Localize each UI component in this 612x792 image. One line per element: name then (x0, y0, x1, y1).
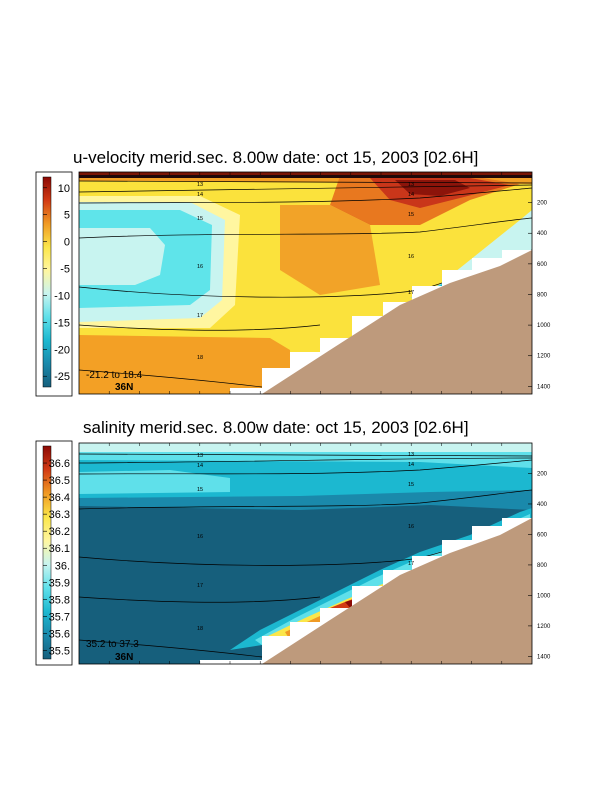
colorbar-tick-label: 36. (55, 560, 70, 572)
range-note: 35.2 to 37.3 (86, 639, 139, 650)
colorbar-ticks: 10 5 0 -5 -10 -15 -20 -25 (43, 183, 70, 383)
iso-label: 15 (408, 212, 414, 218)
surface-dark (79, 175, 532, 178)
surface-top (79, 172, 532, 175)
seafloor-notch-s (200, 660, 262, 664)
depth-tick-label: 600 (537, 262, 548, 268)
depth-tick-label: 1000 (537, 593, 551, 599)
latitude-label: 36N (115, 652, 133, 663)
x-ticks (108, 172, 503, 394)
colorbar-tick-label: -15 (54, 317, 70, 329)
depth-tick-label: 600 (537, 532, 548, 538)
x-ticks (108, 443, 503, 664)
iso-label: 15 (197, 487, 203, 493)
isopycnal-labels-u: 13 14 15 16 17 18 13 14 15 16 17 (197, 182, 414, 361)
colorbar-frame (35, 171, 73, 397)
iso-label: 14 (408, 192, 414, 198)
depth-tick-label: 800 (537, 292, 548, 298)
colorbar-tick-label: 36.3 (49, 509, 70, 521)
upper-cyan-left (79, 470, 230, 494)
colorbar-tick-label: 35.5 (49, 645, 70, 657)
colorbar-tick-label: 36.4 (49, 492, 70, 504)
iso-label: 18 (197, 626, 203, 632)
iso-label: 14 (197, 192, 203, 198)
depth-ticks: 200 400 600 800 1000 1200 1400 (528, 201, 551, 390)
iso-label: 13 (408, 452, 414, 458)
colorbar-tick-label: 36.1 (49, 543, 70, 555)
depth-tick-label: 400 (537, 502, 548, 508)
mid-orange (280, 205, 380, 295)
panel-u-velocity: u-velocity merid.sec. 8.00w date: oct 15… (35, 148, 551, 397)
colorbar-tick-label: -5 (60, 264, 70, 276)
iso-label: 16 (408, 254, 414, 260)
iso-label: 16 (408, 524, 414, 530)
plot-salinity: 200 400 600 800 1000 1200 1400 13 14 15 16 17 … (78, 442, 551, 665)
colorbar-tick-label: -10 (54, 290, 70, 302)
colorbar-tick-label: 35.8 (49, 594, 70, 606)
cyan-inner (79, 228, 165, 285)
colorbar-ticks: 36.6 36.5 36.4 36.3 36.2 36.1 36. 35.9 35.8 35.7 3… (43, 458, 70, 657)
colorbar-tick-label: 35.6 (49, 628, 70, 640)
isopycnal-lines-s (78, 453, 533, 658)
iso-label: 13 (408, 182, 414, 188)
colorbar-tick-label: 35.9 (49, 577, 70, 589)
seafloor-s (262, 518, 532, 664)
depth-tick-label: 400 (537, 231, 548, 237)
iso-label: 15 (197, 216, 203, 222)
colorbar-tick-label: -20 (54, 344, 70, 356)
chart-title-salinity: salinity merid.sec. 8.00w date: oct 15, … (83, 418, 469, 437)
iso-label: 14 (197, 463, 203, 469)
colorbar-tick-label: 10 (58, 183, 70, 195)
iso-label: 15 (408, 482, 414, 488)
panel-salinity: salinity merid.sec. 8.00w date: oct 15, … (35, 418, 551, 666)
depth-tick-label: 1400 (537, 654, 551, 660)
colorbar-tick-label: 0 (64, 237, 70, 249)
latitude-label: 36N (115, 382, 133, 393)
plot-frame (78, 171, 533, 395)
iso-label: 18 (197, 355, 203, 361)
depth-ticks: 200 400 600 800 1000 1200 1400 (528, 471, 551, 660)
iso-label: 17 (197, 313, 203, 319)
colorbar-gradient (42, 176, 52, 388)
core-darkred (395, 180, 470, 196)
iso-label: 13 (197, 182, 203, 188)
colorbar-salinity: 36.6 36.5 36.4 36.3 36.2 36.1 36. 35.9 35.8 35.7 3… (35, 440, 73, 666)
depth-tick-label: 200 (537, 201, 548, 207)
bottom-orange (79, 335, 290, 394)
range-note: -21.2 to 18.4 (86, 370, 143, 381)
colorbar-tick-label: 35.7 (49, 611, 70, 623)
colorbar-tick-label: 5 (64, 210, 70, 222)
iso-label: 17 (408, 561, 414, 567)
colorbar-tick-label: 36.2 (49, 526, 70, 538)
plot-frame (78, 442, 533, 665)
depth-tick-label: 1200 (537, 354, 551, 360)
colorbar-frame (35, 440, 73, 666)
colorbar-u-velocity: 10 5 0 -5 -10 -15 -20 -25 (35, 171, 73, 397)
depth-tick-label: 1200 (537, 624, 551, 630)
iso-label: 17 (408, 290, 414, 296)
seafloor-notch-u (230, 388, 262, 394)
colorbar-tick-label: -25 (54, 371, 70, 383)
iso-label: 14 (408, 462, 414, 468)
iso-label: 16 (197, 534, 203, 540)
depth-tick-label: 1000 (537, 323, 551, 329)
plot-u-velocity: 200 400 600 800 1000 1200 1400 13 14 15 16 17 … (78, 171, 551, 395)
isopycnal-labels-s: 13 14 15 16 17 18 13 14 15 16 17 (197, 452, 414, 632)
iso-label: 17 (197, 583, 203, 589)
iso-label: 16 (197, 264, 203, 270)
depth-tick-label: 1400 (537, 384, 551, 390)
surface-cyan (79, 448, 532, 468)
colorbar-tick-label: 36.5 (49, 475, 70, 487)
depth-tick-label: 800 (537, 563, 548, 569)
chart-title-u-velocity: u-velocity merid.sec. 8.00w date: oct 15… (73, 148, 478, 167)
seafloor-u (262, 250, 532, 394)
colorbar-tick-label: 36.6 (49, 458, 70, 470)
surface-pale (79, 443, 532, 452)
iso-label: 13 (197, 453, 203, 459)
depth-tick-label: 200 (537, 471, 548, 477)
colorbar-gradient (42, 445, 52, 660)
isopycnal-lines-u (78, 180, 533, 388)
